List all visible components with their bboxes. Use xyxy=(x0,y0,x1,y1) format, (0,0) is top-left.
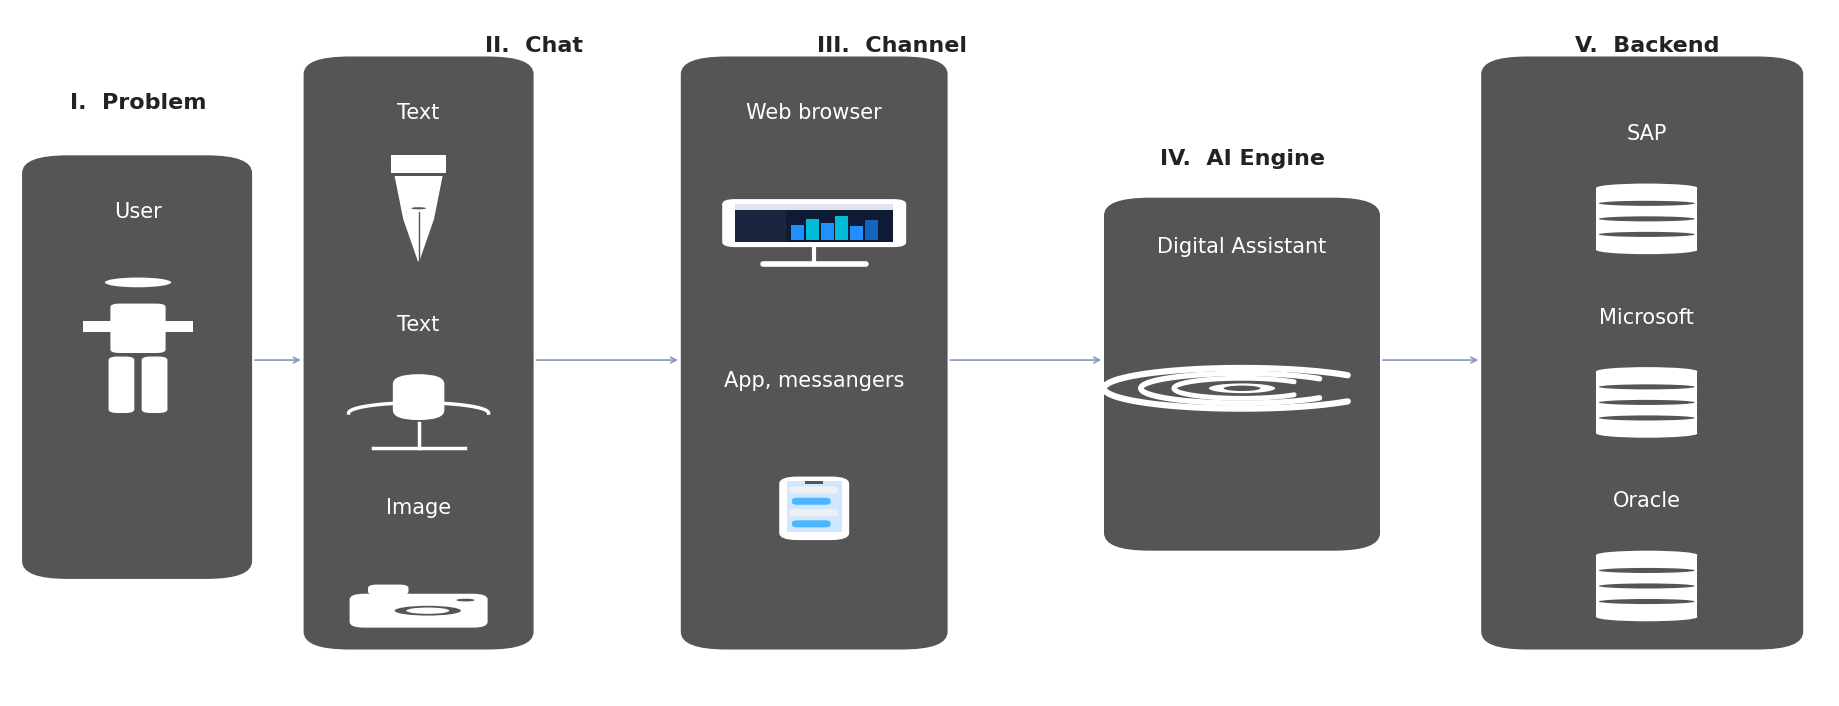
Bar xyxy=(736,204,894,210)
Bar xyxy=(83,321,193,332)
Text: III.  Channel: III. Channel xyxy=(817,37,967,56)
Bar xyxy=(835,216,848,240)
FancyBboxPatch shape xyxy=(789,486,839,493)
Ellipse shape xyxy=(395,606,462,616)
Ellipse shape xyxy=(1598,400,1694,405)
Bar xyxy=(805,481,824,484)
FancyBboxPatch shape xyxy=(349,594,487,628)
Ellipse shape xyxy=(412,207,427,210)
Bar xyxy=(1596,555,1697,570)
Ellipse shape xyxy=(1598,216,1694,222)
FancyBboxPatch shape xyxy=(793,498,829,505)
Bar xyxy=(820,223,833,240)
Bar xyxy=(1596,234,1697,250)
Text: Oracle: Oracle xyxy=(1613,491,1679,511)
Text: Text: Text xyxy=(397,103,440,123)
Bar xyxy=(864,220,877,240)
FancyBboxPatch shape xyxy=(368,585,408,595)
FancyBboxPatch shape xyxy=(780,477,850,540)
Ellipse shape xyxy=(1598,583,1694,589)
FancyBboxPatch shape xyxy=(789,509,839,516)
Ellipse shape xyxy=(1596,230,1696,239)
Ellipse shape xyxy=(456,599,474,602)
Ellipse shape xyxy=(406,608,449,614)
Ellipse shape xyxy=(1598,568,1694,573)
FancyBboxPatch shape xyxy=(680,56,947,650)
Bar xyxy=(850,226,862,240)
Ellipse shape xyxy=(1598,384,1694,390)
Bar xyxy=(1596,570,1697,586)
Ellipse shape xyxy=(1596,199,1696,208)
Bar xyxy=(736,210,785,242)
Text: Digital Assistant: Digital Assistant xyxy=(1157,237,1326,257)
Ellipse shape xyxy=(1596,367,1696,376)
Ellipse shape xyxy=(1598,415,1694,421)
FancyBboxPatch shape xyxy=(1103,198,1379,551)
Bar xyxy=(392,155,447,173)
Bar xyxy=(392,173,447,176)
Text: User: User xyxy=(114,202,162,222)
FancyBboxPatch shape xyxy=(110,304,166,353)
Ellipse shape xyxy=(1596,414,1696,422)
Ellipse shape xyxy=(1596,551,1696,559)
Bar xyxy=(736,204,894,242)
Bar xyxy=(1596,586,1697,602)
Ellipse shape xyxy=(1596,246,1696,254)
Bar xyxy=(787,481,842,532)
FancyBboxPatch shape xyxy=(142,357,167,413)
Ellipse shape xyxy=(1596,184,1696,192)
Ellipse shape xyxy=(1598,599,1694,604)
Text: Web browser: Web browser xyxy=(747,103,881,123)
Text: II.  Chat: II. Chat xyxy=(484,37,583,56)
Ellipse shape xyxy=(1596,582,1696,590)
FancyBboxPatch shape xyxy=(1480,56,1802,650)
FancyBboxPatch shape xyxy=(22,155,252,579)
Bar xyxy=(791,225,804,240)
Ellipse shape xyxy=(1596,398,1696,407)
Bar xyxy=(1596,602,1697,617)
Text: Microsoft: Microsoft xyxy=(1598,308,1694,328)
Bar xyxy=(1596,219,1697,234)
Ellipse shape xyxy=(1223,385,1260,391)
Text: SAP: SAP xyxy=(1626,124,1666,144)
Bar xyxy=(1596,203,1697,219)
Ellipse shape xyxy=(1208,383,1274,393)
FancyBboxPatch shape xyxy=(793,520,829,527)
Bar xyxy=(1596,371,1697,387)
Bar xyxy=(805,219,818,240)
Ellipse shape xyxy=(1596,613,1696,621)
Ellipse shape xyxy=(1598,232,1694,237)
FancyBboxPatch shape xyxy=(394,374,445,420)
Ellipse shape xyxy=(1596,215,1696,223)
Ellipse shape xyxy=(1596,566,1696,575)
Bar xyxy=(1596,188,1697,203)
Text: Text: Text xyxy=(397,315,440,335)
Text: IV.  AI Engine: IV. AI Engine xyxy=(1159,150,1324,169)
Text: V.  Backend: V. Backend xyxy=(1574,37,1718,56)
Text: I.  Problem: I. Problem xyxy=(70,93,206,113)
Text: App, messangers: App, messangers xyxy=(723,371,905,391)
Bar xyxy=(1596,418,1697,433)
FancyBboxPatch shape xyxy=(109,357,134,413)
Ellipse shape xyxy=(1596,597,1696,606)
Ellipse shape xyxy=(1596,383,1696,391)
Text: Image: Image xyxy=(386,498,451,518)
Ellipse shape xyxy=(105,277,171,287)
Bar xyxy=(1596,387,1697,402)
Ellipse shape xyxy=(1596,429,1696,438)
Ellipse shape xyxy=(1598,201,1694,206)
FancyBboxPatch shape xyxy=(723,199,907,247)
Bar xyxy=(1596,402,1697,418)
Polygon shape xyxy=(395,173,443,261)
FancyBboxPatch shape xyxy=(303,56,533,650)
